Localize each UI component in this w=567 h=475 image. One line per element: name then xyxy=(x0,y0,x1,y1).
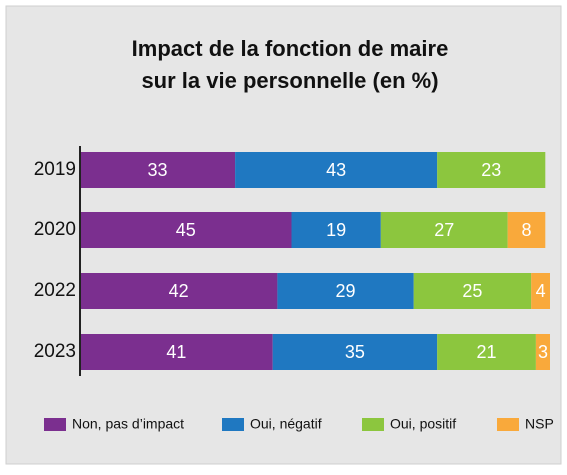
bar-segment xyxy=(272,334,438,370)
data-label: 19 xyxy=(326,220,346,240)
bar-segment xyxy=(235,152,438,188)
bar-segment xyxy=(413,273,532,309)
data-label: 27 xyxy=(434,220,454,240)
data-label: 41 xyxy=(166,342,186,362)
bar-segment xyxy=(277,273,414,309)
legend-label: Oui, positif xyxy=(390,416,456,432)
legend-label: NSP xyxy=(525,416,554,432)
legend-swatch xyxy=(362,418,384,431)
bar-segment xyxy=(437,152,546,188)
chart-title: Impact de la fonction de maire xyxy=(132,36,449,61)
data-label: 43 xyxy=(326,160,346,180)
data-label: 23 xyxy=(481,160,501,180)
y-tick-label: 2023 xyxy=(34,341,76,362)
bar-segment xyxy=(80,152,236,188)
bar-segment xyxy=(380,212,508,248)
data-label: 29 xyxy=(336,281,356,301)
bar-segment xyxy=(80,212,292,248)
data-label: 8 xyxy=(521,220,531,240)
legend-swatch xyxy=(44,418,66,431)
y-tick-label: 2019 xyxy=(34,159,76,180)
data-label: 21 xyxy=(477,342,497,362)
bar-segment xyxy=(507,212,546,248)
data-label: 42 xyxy=(169,281,189,301)
data-label: 3 xyxy=(538,342,548,362)
legend-swatch xyxy=(497,418,519,431)
legend-label: Non, pas d’impact xyxy=(72,416,184,432)
data-label: 25 xyxy=(462,281,482,301)
data-label: 45 xyxy=(176,220,196,240)
bar-segment xyxy=(291,212,381,248)
bar-segment xyxy=(535,334,550,370)
bar-segment xyxy=(80,334,273,370)
legend-swatch xyxy=(222,418,244,431)
data-label: 35 xyxy=(345,342,365,362)
data-label: 4 xyxy=(536,281,546,301)
data-label: 33 xyxy=(148,160,168,180)
bar-segment xyxy=(80,273,278,309)
bar-segment xyxy=(531,273,550,309)
chart-title: sur la vie personnelle (en %) xyxy=(141,68,438,93)
legend-label: Oui, négatif xyxy=(250,416,322,432)
bar-segment xyxy=(437,334,536,370)
y-tick-label: 2020 xyxy=(34,219,76,240)
y-tick-label: 2022 xyxy=(34,280,76,301)
